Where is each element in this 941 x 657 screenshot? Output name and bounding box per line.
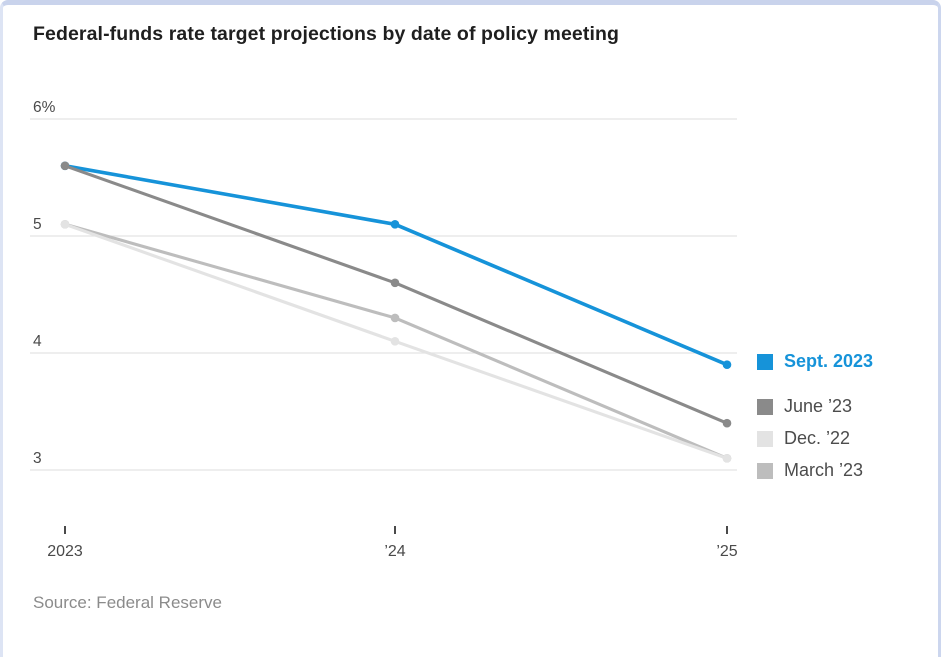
data-point-june-23 [722, 418, 732, 428]
data-point-dec-22 [390, 337, 400, 346]
data-point-march-23 [390, 313, 400, 323]
y-axis-label-6: 6% [33, 99, 56, 116]
legend-swatch-dec-22 [757, 430, 773, 447]
x-axis-label-2025: ’25 [716, 543, 737, 560]
legend-item-june-23: June ’23 [757, 396, 873, 417]
legend-swatch-march-23 [757, 462, 773, 479]
data-point-june-23 [60, 161, 70, 171]
data-point-sept-2023 [390, 220, 400, 229]
chart-title: Federal-funds rate target projections by… [33, 23, 619, 45]
data-point-june-23 [390, 278, 400, 288]
legend-item-sept-2023: Sept. 2023 [757, 351, 873, 372]
legend-swatch-june-23 [757, 398, 773, 415]
chart-legend: Sept. 2023 June ’23 Dec. ’22 March ’23 [757, 351, 873, 492]
legend-item-march-23: March ’23 [757, 460, 873, 481]
data-point-dec-22 [722, 454, 732, 463]
x-axis-label-2023: 2023 [47, 543, 83, 560]
series-line-june-23 [63, 164, 729, 425]
legend-swatch-sept-2023 [757, 353, 773, 370]
legend-label-june-23: June ’23 [784, 396, 853, 416]
x-axis-label-2024: ’24 [384, 543, 405, 560]
source-note: Source: Federal Reserve [33, 593, 222, 612]
y-axis-label-5: 5 [33, 216, 42, 233]
series-line-sept-2023 [63, 164, 729, 367]
legend-item-dec-22: Dec. ’22 [757, 428, 873, 449]
legend-label-dec-22: Dec. ’22 [784, 428, 851, 448]
legend-label-march-23: March ’23 [784, 460, 864, 480]
y-axis-label-4: 4 [33, 333, 42, 350]
data-point-dec-22 [60, 220, 70, 229]
data-point-sept-2023 [722, 360, 732, 370]
legend-label-sept-2023: Sept. 2023 [784, 351, 874, 371]
y-axis-label-3: 3 [33, 450, 42, 467]
